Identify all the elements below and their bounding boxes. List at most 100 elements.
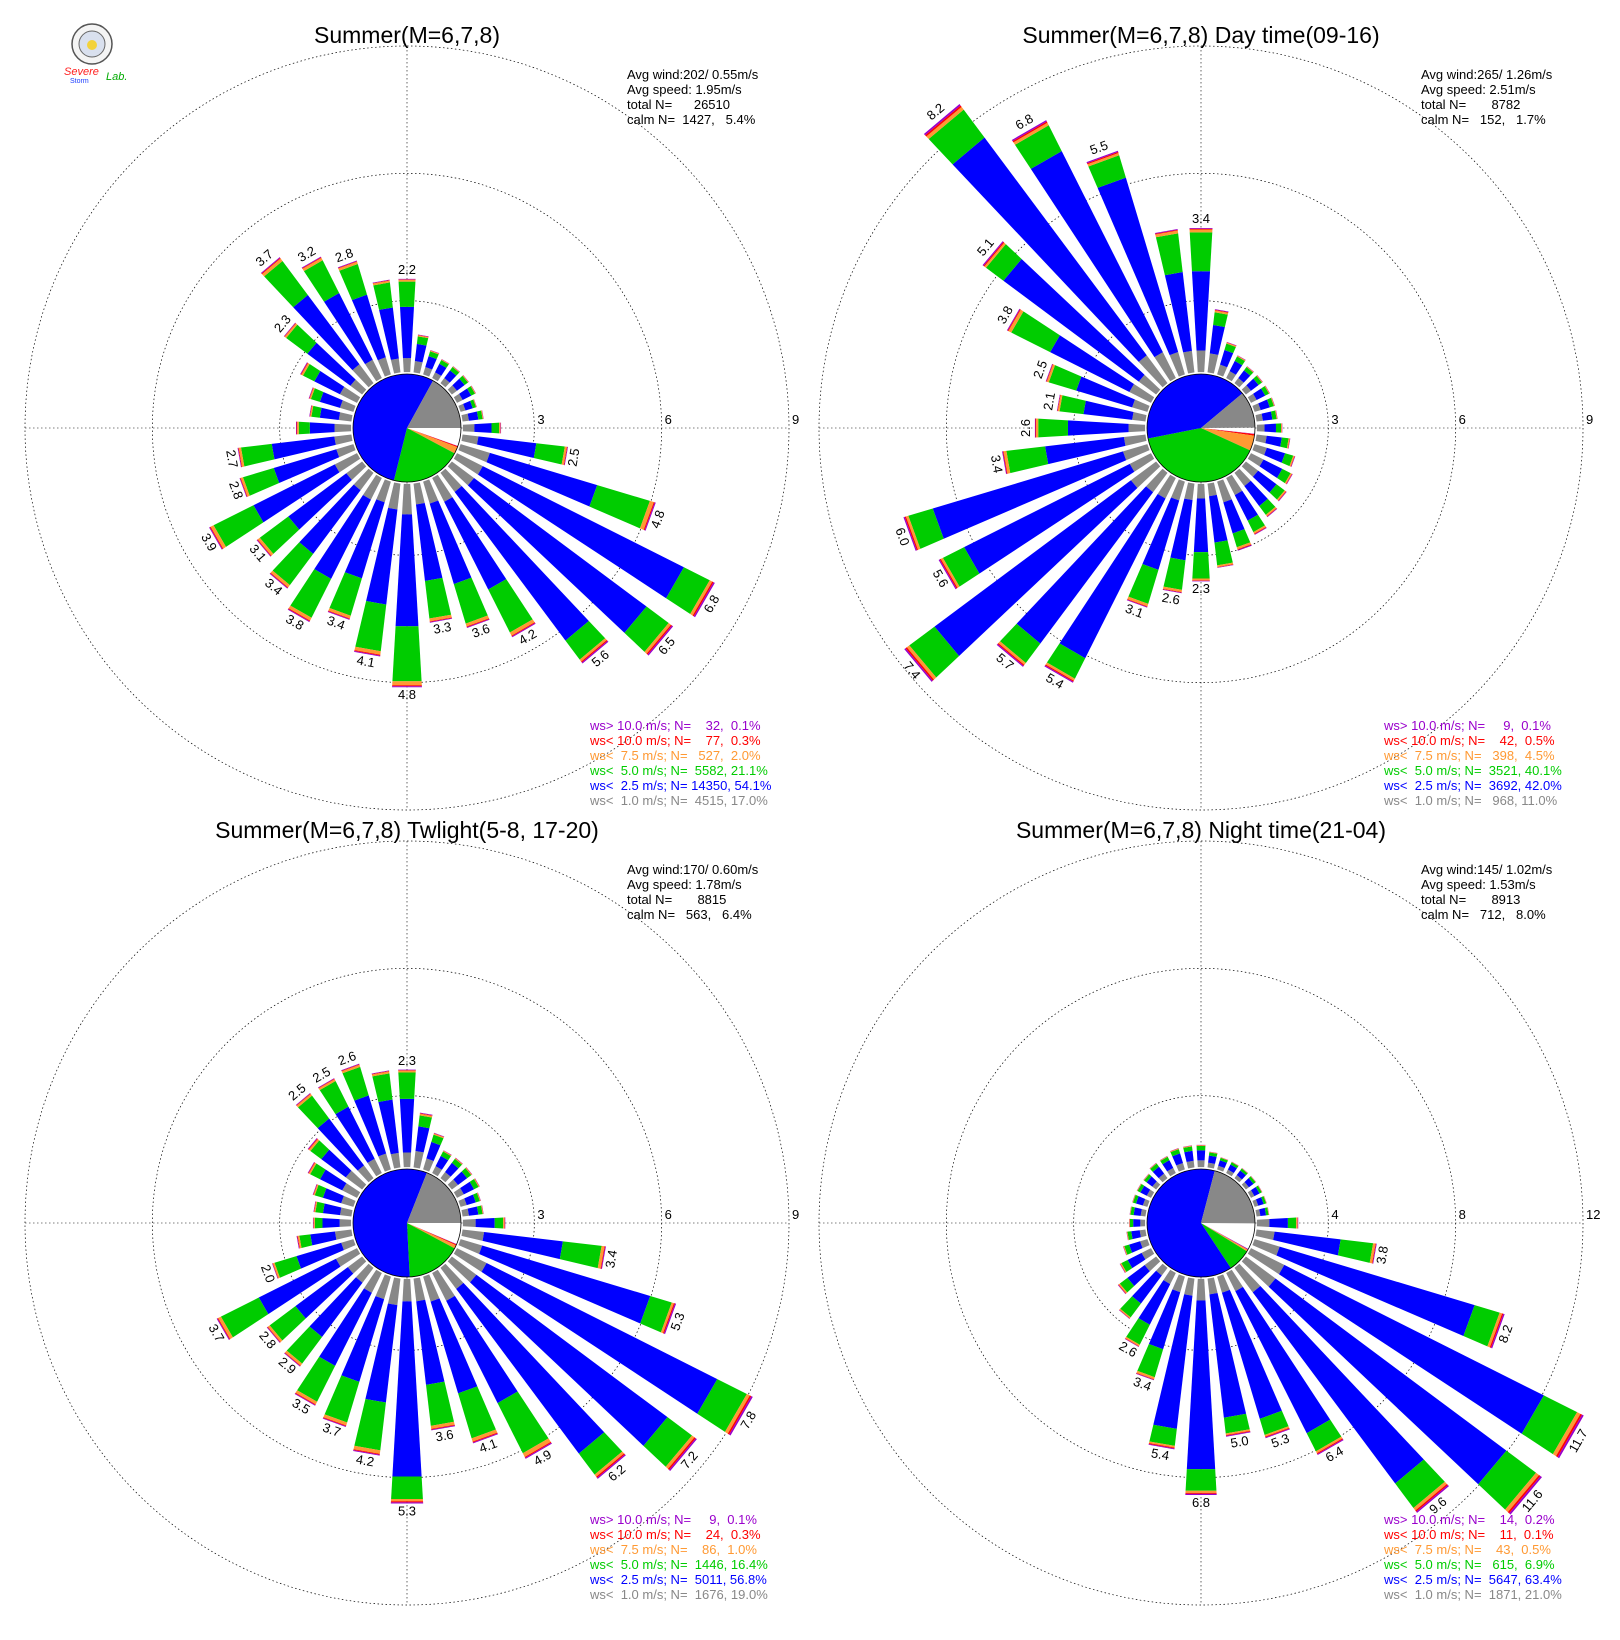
direction-bar-10 — [1207, 1151, 1218, 1169]
bar-segment — [1271, 397, 1275, 406]
bar-segment — [334, 423, 352, 433]
bar-segment — [431, 1134, 444, 1146]
bar-segment — [285, 1350, 303, 1366]
bar-segment — [429, 614, 452, 622]
bar-segment — [425, 356, 437, 370]
bar-segment — [294, 1393, 316, 1406]
bar-segment — [1126, 1318, 1150, 1345]
bar-segment — [1555, 1413, 1583, 1458]
bar-segment — [337, 260, 357, 268]
bar-segment — [1232, 529, 1251, 548]
bar-segment — [458, 1386, 496, 1439]
bar-segment — [313, 1184, 318, 1195]
legend-entry: ws< 2.5 m/s; N= 3692, 42.0% — [1383, 778, 1562, 793]
bar-segment — [1132, 1194, 1139, 1204]
bar-segment — [347, 1256, 367, 1274]
bar-segment — [339, 386, 361, 403]
legend-entry: ws< 5.0 m/s; N= 615, 6.9% — [1383, 1557, 1555, 1572]
bar-segment — [533, 443, 565, 465]
bar-segment — [1170, 1148, 1179, 1152]
bar-segment — [596, 1453, 625, 1478]
logo-text-severe: Severe — [64, 66, 99, 78]
bar-segment — [319, 407, 341, 420]
bar-segment — [1196, 483, 1206, 499]
bar-segment — [1126, 1231, 1129, 1241]
direction-bar-10 — [413, 334, 429, 374]
bar-segment — [1132, 1194, 1136, 1203]
bar-segment — [1264, 1207, 1269, 1216]
bar-segment — [481, 410, 484, 420]
bar-segment — [1242, 1167, 1249, 1174]
bar-segment — [1126, 599, 1148, 608]
bar-segment — [431, 1425, 456, 1431]
bar-segment — [509, 619, 535, 636]
bar-segment — [1289, 455, 1295, 467]
direction-bar-170 — [1207, 482, 1234, 568]
bar-segment — [286, 1326, 323, 1364]
bar-segment — [1287, 1217, 1297, 1229]
bar-segment — [443, 1150, 452, 1156]
bar-segment — [906, 645, 937, 680]
bar-segment — [467, 1206, 479, 1216]
bar-segment — [435, 1155, 449, 1170]
direction-bar-150 — [1226, 474, 1267, 535]
bar-segment — [314, 1217, 323, 1229]
bar-segment — [458, 444, 490, 463]
bar-segment — [491, 422, 500, 434]
bar-segment — [1275, 410, 1278, 420]
bar-segment — [1119, 1277, 1135, 1293]
bar-segment — [392, 1301, 422, 1477]
bar-segment — [1127, 599, 1148, 608]
ring-tick-label: 8 — [1459, 1207, 1466, 1222]
direction-bar-50 — [447, 375, 469, 395]
direction-bar-270: 2.6 — [1018, 418, 1146, 438]
bar-segment — [1280, 437, 1289, 449]
bar-segment — [465, 1167, 473, 1175]
bar-segment — [455, 1157, 463, 1165]
bar-segment — [314, 371, 345, 395]
bar-segment — [341, 1064, 360, 1072]
bar-segment — [932, 451, 1127, 539]
bar-segment — [1140, 1219, 1146, 1227]
bar-segment — [1119, 1263, 1126, 1273]
bar-segment — [456, 1282, 605, 1454]
bar-segment — [432, 1269, 455, 1301]
bar-segment — [581, 640, 608, 663]
bar-segment — [462, 375, 469, 383]
bar-segment — [473, 399, 477, 408]
legend-entry: ws< 7.5 m/s; N= 86, 1.0% — [589, 1542, 757, 1557]
bar-segment — [1137, 1344, 1164, 1378]
bar-segment — [354, 1398, 386, 1451]
pie-outline — [1146, 373, 1256, 483]
bar-segment — [273, 449, 340, 484]
bar-segment — [371, 1071, 390, 1077]
bar-segment — [1264, 385, 1270, 394]
bar-segment — [1265, 385, 1270, 394]
bar-segment — [446, 1295, 518, 1404]
bar-segment — [1048, 365, 1082, 391]
bar-segment — [934, 480, 1138, 656]
bar-segment — [300, 362, 308, 375]
bar-segment — [1230, 1162, 1239, 1169]
bar-segment — [1250, 1175, 1257, 1183]
bar-segment — [314, 1201, 318, 1213]
bar-segment — [481, 1205, 484, 1215]
bar-segment — [1088, 155, 1126, 188]
bar-segment — [1146, 1176, 1157, 1187]
bar-segment — [474, 1178, 480, 1187]
bar-segment — [341, 1063, 360, 1071]
direction-bar-300 — [1136, 1183, 1155, 1198]
info-line: Avg speed: 1.95m/s — [627, 82, 742, 97]
bar-segment — [398, 1072, 416, 1099]
bar-segment — [1136, 1183, 1142, 1191]
bar-segment — [458, 1239, 483, 1255]
bar-segment — [1132, 412, 1147, 422]
bar-segment — [447, 385, 458, 395]
bar-segment — [581, 640, 609, 664]
ring-tick-label: 6 — [665, 412, 672, 427]
bar-segment — [1237, 545, 1252, 551]
bar-segment — [301, 256, 322, 269]
bar-value-label: 4.8 — [647, 508, 667, 530]
direction-bar-10 — [1207, 309, 1229, 374]
bar-segment — [1250, 1176, 1256, 1183]
